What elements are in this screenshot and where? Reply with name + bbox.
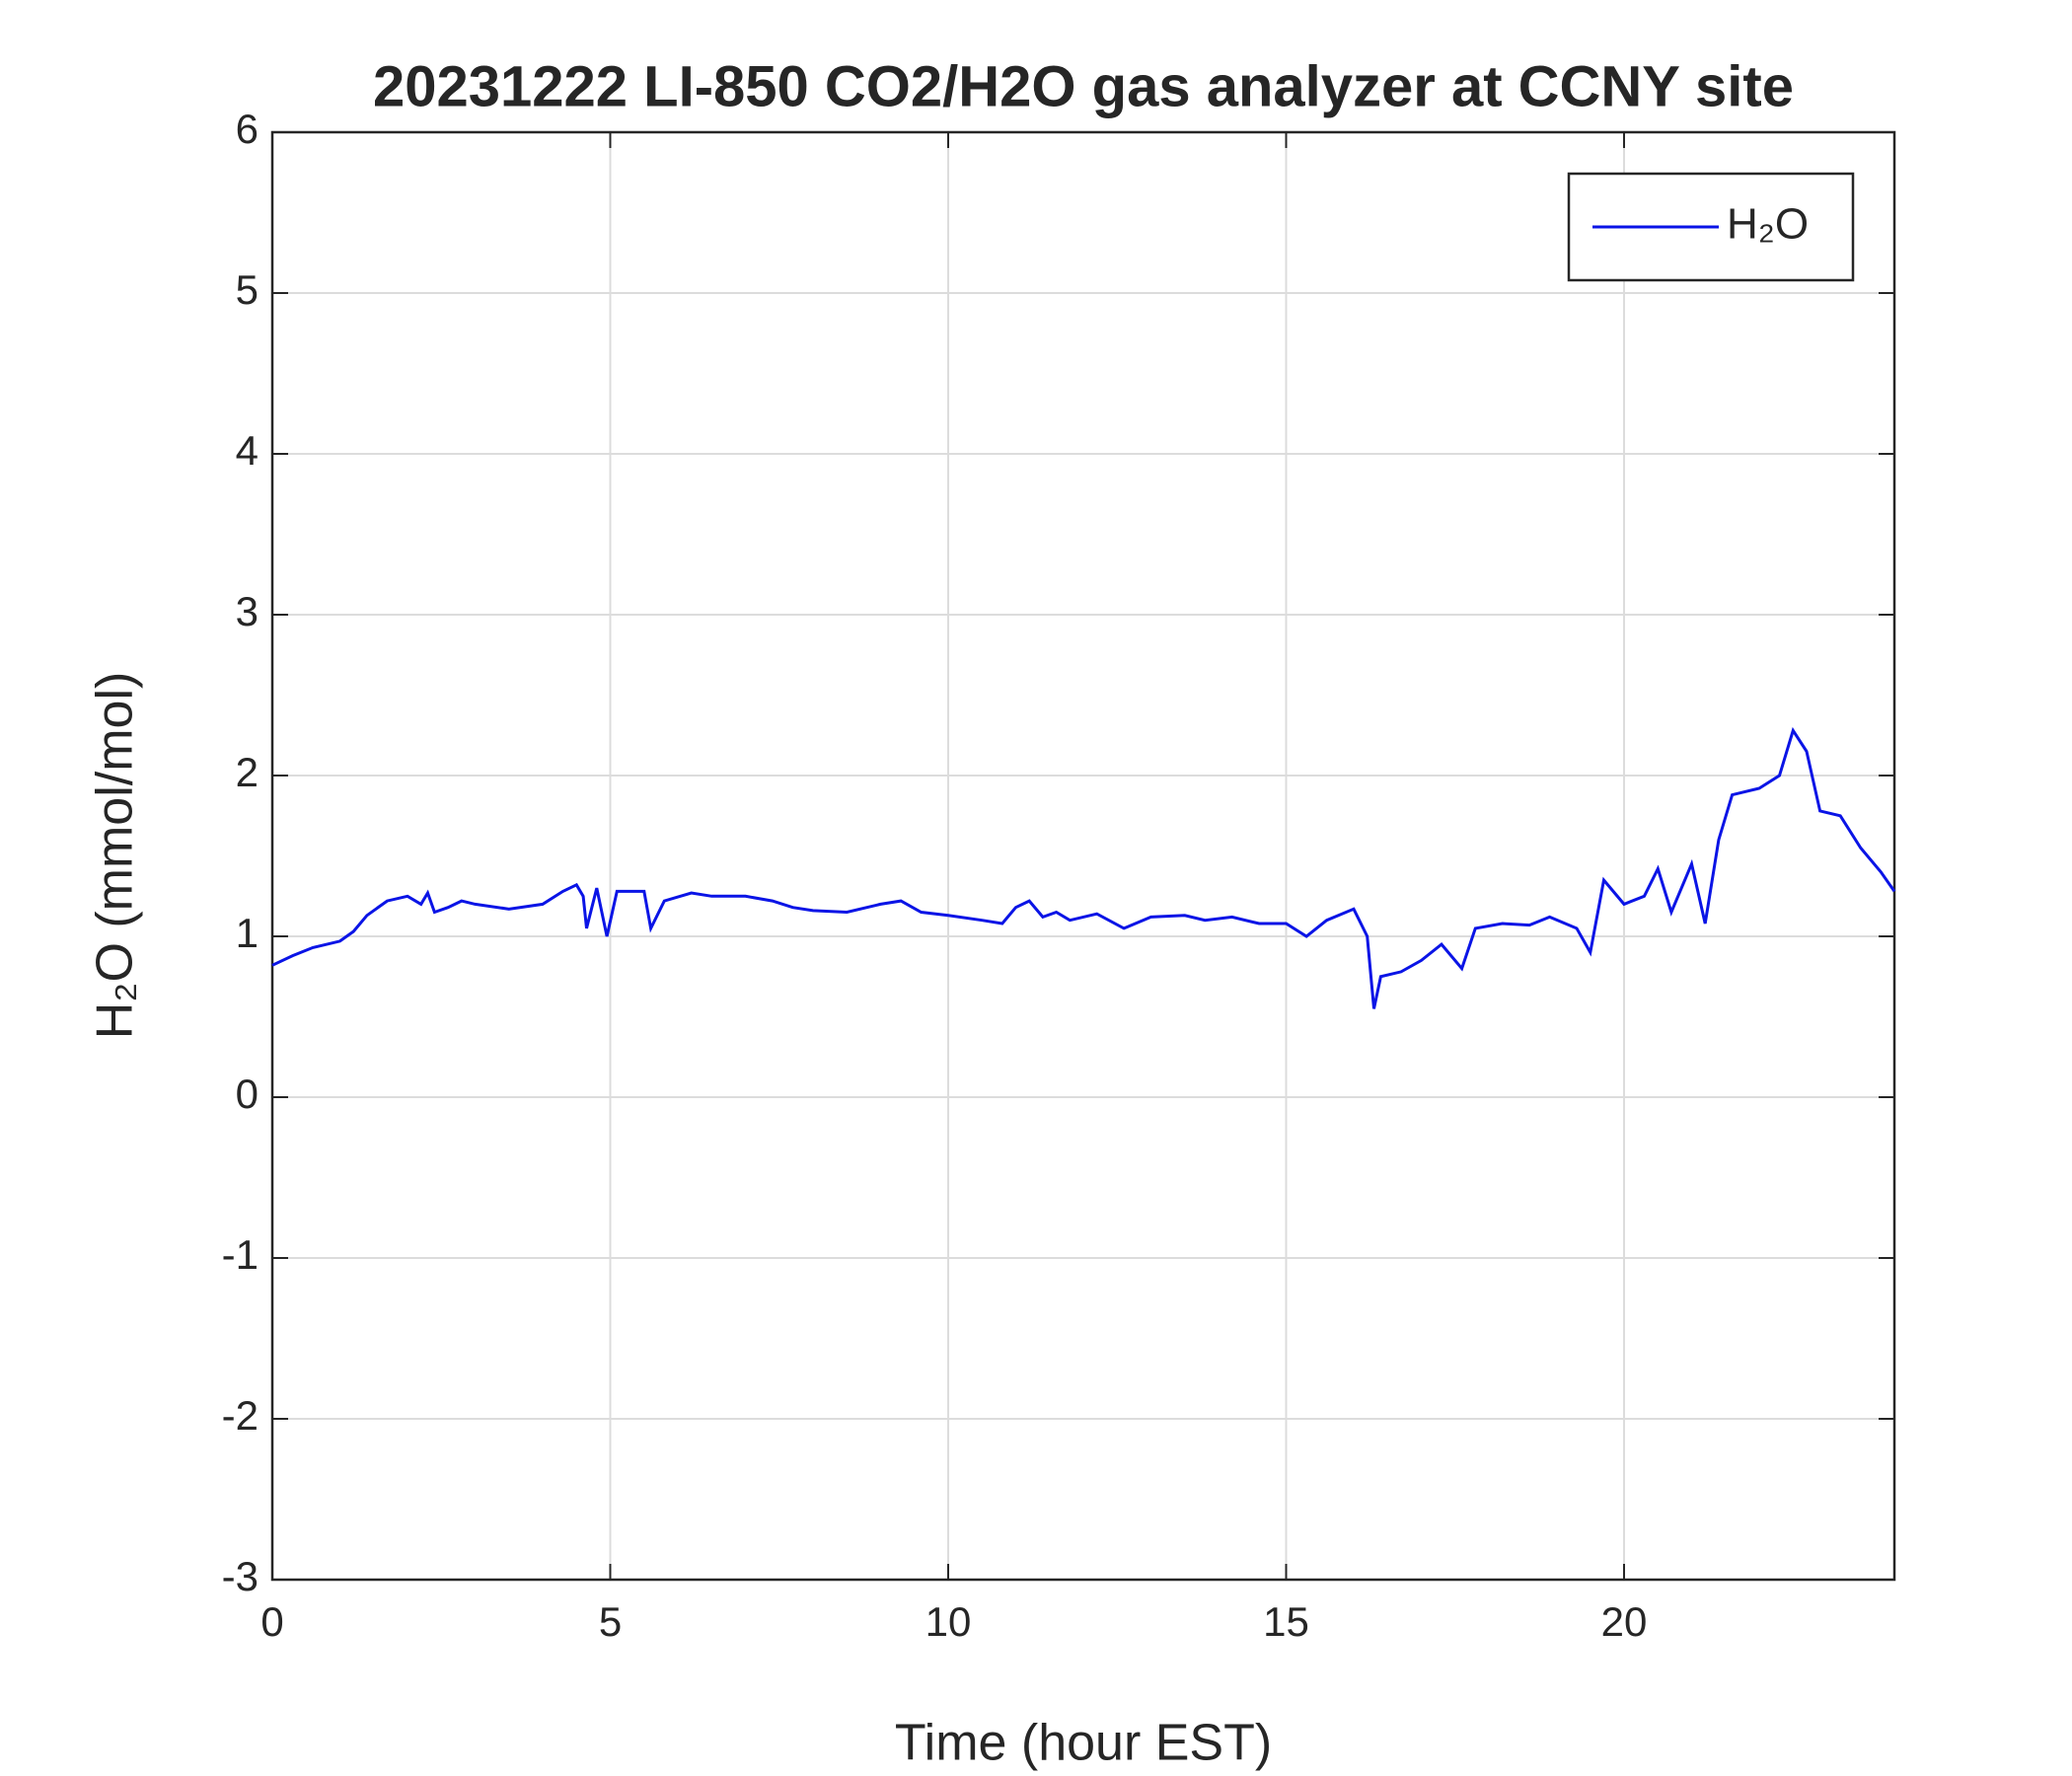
y-axis-label: H₂O (mmol/mol) (87, 672, 144, 1040)
y-tick-label: -1 (222, 1231, 259, 1278)
y-tick-label: -2 (222, 1392, 259, 1439)
chart-title: 20231222 LI-850 CO2/H2O gas analyzer at … (373, 54, 1794, 118)
plot-area (272, 132, 1894, 1580)
y-tick-label: 2 (236, 749, 259, 795)
axes-box (270, 130, 1896, 1582)
y-tick-label: 6 (236, 106, 259, 152)
x-tick-label: 20 (1601, 1598, 1648, 1645)
data-line (271, 726, 1896, 1009)
x-tick-label: 15 (1263, 1598, 1309, 1645)
y-tick-label: -3 (222, 1553, 259, 1599)
x-tick-label: 5 (599, 1598, 622, 1645)
y-tick-label: 4 (236, 427, 259, 474)
x-tick-label: 0 (260, 1598, 283, 1645)
legend-label: H₂O (1727, 200, 1809, 249)
x-tick-label: 10 (925, 1598, 972, 1645)
y-tick-label: 1 (236, 910, 259, 956)
y-tick-label: 3 (236, 588, 259, 634)
y-tick-label: 5 (236, 266, 259, 313)
x-axis-label: Time (hour EST) (895, 1715, 1272, 1772)
y-tick-label: 0 (236, 1071, 259, 1117)
